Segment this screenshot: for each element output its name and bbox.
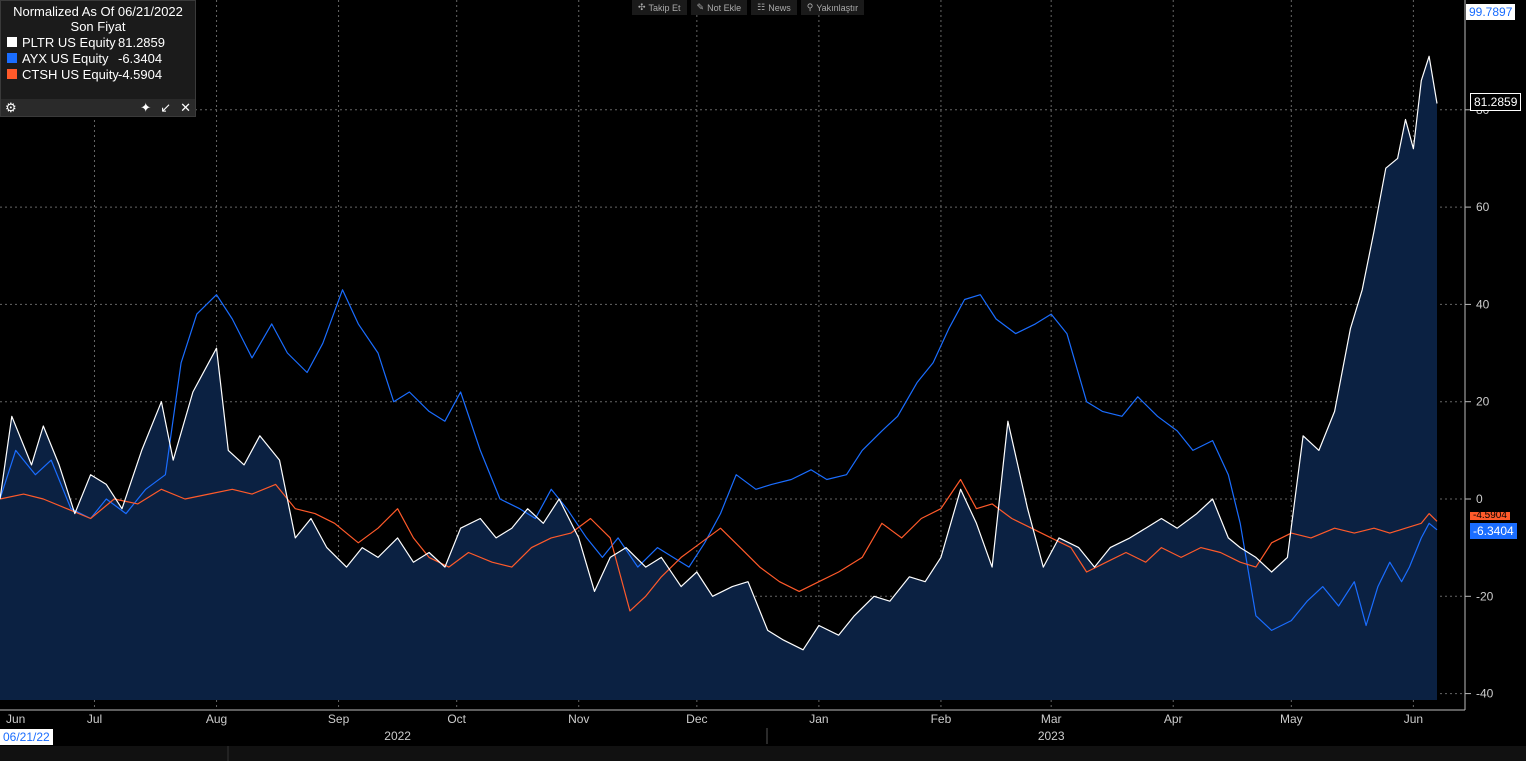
top-value-badge: 99.7897 <box>1466 4 1516 20</box>
minimize-icon[interactable]: ↙ <box>160 99 172 115</box>
x-tick-label: Oct <box>447 712 466 726</box>
x-tick-label: Jan <box>809 712 828 726</box>
x-start-date-badge: 06/21/22 <box>0 729 53 745</box>
news-icon: ☷ <box>757 2 766 12</box>
legend-subtitle: Son Fiyat <box>70 19 126 34</box>
x-tick-label: Feb <box>931 712 952 726</box>
close-icon[interactable]: ✕ <box>180 99 191 115</box>
x-tick-labels: Jun Jul Aug Sep Oct Nov Dec Jan Feb Mar Apr May Jun 2… <box>6 712 1423 743</box>
x-tick-label: Dec <box>686 712 707 726</box>
legend-item-pltr[interactable]: PLTR US Equity 81.2859 <box>1 34 195 50</box>
follow-button[interactable]: ✣ Takip Et <box>632 0 687 15</box>
legend-item-ayx[interactable]: AYX US Equity -6.3404 <box>1 50 195 66</box>
y-tick-label: -20 <box>1476 589 1494 603</box>
legend-toolbar: ⚙ ✦ ↙ ✕ <box>1 99 195 116</box>
series-line-0 <box>0 55 1438 651</box>
ayx-last-badge: -6.3404 <box>1470 523 1517 539</box>
gear-icon[interactable]: ⚙ <box>5 99 17 115</box>
series-fill <box>0 56 1437 701</box>
x-tick-label: May <box>1280 712 1303 726</box>
x-tick-label: Aug <box>206 712 227 726</box>
crosshair-icon: ✣ <box>638 2 646 12</box>
x-tick-label: Mar <box>1041 712 1062 726</box>
zoom-button[interactable]: ⚲ Yakınlaştır <box>800 0 865 15</box>
x-tick-label: Jun <box>6 712 25 726</box>
legend-swatch <box>7 37 17 47</box>
x-tick-label: Jun <box>1404 712 1423 726</box>
x-tick-label: Apr <box>1164 712 1183 726</box>
series-lines <box>0 55 1438 651</box>
series-area-0 <box>0 56 1437 701</box>
pltr-last-badge: 81.2859 <box>1470 93 1522 111</box>
legend-item-ctsh[interactable]: CTSH US Equity -4.5904 <box>1 66 195 82</box>
news-button[interactable]: ☷ News <box>751 0 797 15</box>
legend-swatch <box>7 53 17 63</box>
add-note-button[interactable]: ✎ Not Ekle <box>690 0 748 15</box>
chart-legend[interactable]: Normalized As Of 06/21/2022 Son Fiyat PL… <box>0 0 196 117</box>
pencil-icon: ✎ <box>696 2 705 12</box>
pin-icon[interactable]: ✦ <box>140 99 152 115</box>
ctsh-last-badge: -4.5904 <box>1470 512 1510 520</box>
legend-title: Normalized As Of 06/21/2022 <box>13 4 183 19</box>
scroll-strip[interactable] <box>0 746 1526 761</box>
x-tick-label: Sep <box>328 712 350 726</box>
year-label: 2022 <box>384 729 411 743</box>
y-tick-label: 0 <box>1476 492 1483 506</box>
chart-toolbar: ✣ Takip Et ✎ Not Ekle ☷ News ⚲ Yakınlaştır <box>632 0 865 15</box>
y-tick-label: 20 <box>1476 395 1490 409</box>
y-tick-label: 40 <box>1476 297 1490 311</box>
year-label: 2023 <box>1038 729 1065 743</box>
y-tick-labels: -40-20020406080 <box>1465 103 1494 701</box>
y-tick-label: 60 <box>1476 200 1490 214</box>
y-tick-label: -40 <box>1476 687 1494 701</box>
magnifier-icon: ⚲ <box>806 2 814 12</box>
x-tick-label: Jul <box>87 712 102 726</box>
series-line-2 <box>0 478 1438 612</box>
x-tick-label: Nov <box>568 712 589 726</box>
legend-swatch <box>7 69 17 79</box>
series-line-1 <box>0 289 1438 631</box>
